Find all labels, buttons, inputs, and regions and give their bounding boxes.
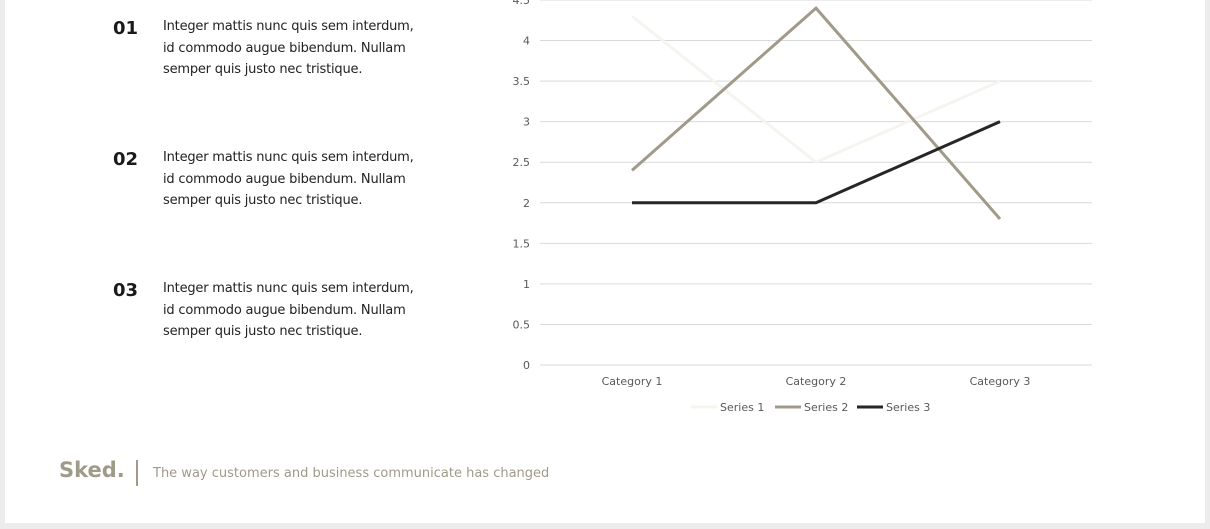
y-tick-label: 2.5 (513, 156, 531, 169)
y-tick-label: 3.5 (513, 75, 531, 88)
y-tick-label: 2 (523, 197, 530, 210)
legend-label: Series 3 (886, 401, 930, 414)
y-tick-label: 0.5 (513, 318, 531, 331)
item-number: 03 (113, 280, 139, 301)
y-tick-label: 4 (523, 35, 530, 48)
y-tick-label: 0 (523, 359, 530, 372)
item-text: Integer mattis nunc quis sem interdum, i… (163, 19, 414, 77)
line-chart: 0 0.5 1 1.5 2 2.5 3 3.5 4 4.5 Category 1 Category 2… (513, 0, 1092, 414)
y-tick-label: 3 (523, 116, 530, 129)
item-number: 02 (113, 149, 139, 170)
x-tick-label: Category 1 (602, 375, 663, 388)
y-tick-label: 1 (523, 278, 530, 291)
series-line-2 (631, 5, 1002, 220)
footer-divider (136, 460, 138, 486)
x-tick-label: Category 3 (970, 375, 1031, 388)
y-tick-label: 1.5 (513, 237, 531, 250)
x-tick-label: Category 2 (786, 375, 847, 388)
item-number: 01 (113, 18, 139, 39)
brand-logo: Sked. (59, 458, 125, 482)
y-tick-label: 4.5 (513, 0, 531, 7)
slide: 01 Integer mattis nunc quis sem interdum… (5, 0, 1205, 523)
legend-label: Series 1 (720, 401, 764, 414)
footer-tagline: The way customers and business communica… (153, 466, 550, 481)
item-text: Integer mattis nunc quis sem interdum, i… (163, 150, 414, 208)
legend-label: Series 2 (804, 401, 848, 414)
series-line-1 (631, 15, 1001, 164)
item-text: Integer mattis nunc quis sem interdum, i… (163, 281, 414, 339)
series-line-3 (632, 120, 1001, 205)
